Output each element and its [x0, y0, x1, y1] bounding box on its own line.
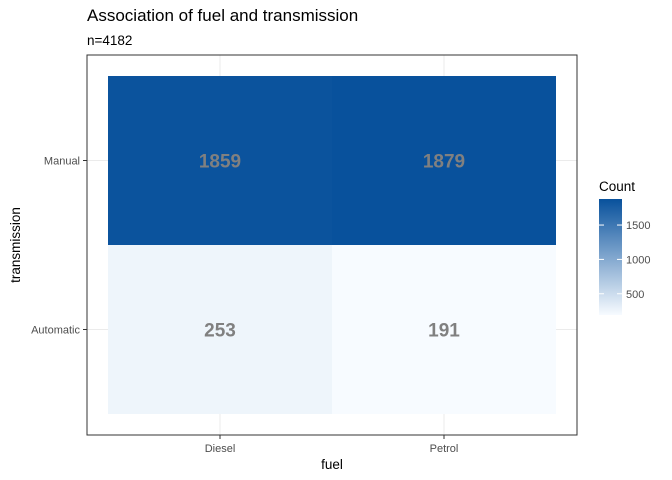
legend-title: Count	[599, 179, 635, 194]
x-axis-title: fuel	[321, 457, 343, 472]
y-tick-label: Manual	[44, 156, 80, 168]
cell-value-label: 1879	[423, 152, 465, 173]
legend-colorbar	[599, 199, 622, 315]
heatmap-cell	[108, 76, 332, 245]
chart-title: Association of fuel and transmission	[87, 6, 359, 25]
cell-value-label: 253	[204, 321, 236, 342]
y-axis: Manual Automatic	[31, 156, 87, 337]
panel-border	[86, 54, 578, 436]
heatmap-cell	[108, 245, 332, 414]
legend-ticks: 500 1000 1500	[599, 220, 650, 301]
heatmap-cells	[108, 76, 556, 414]
color-legend: Count 500 1000 1500	[599, 179, 650, 315]
y-tick-label: Automatic	[31, 325, 80, 337]
chart-subtitle: n=4182	[87, 33, 133, 48]
cell-labels: 1859 1879 253 191	[199, 152, 465, 342]
x-axis: Diesel Petrol	[205, 435, 459, 455]
cell-value-label: 191	[428, 321, 460, 342]
heatmap-cell	[332, 245, 556, 414]
legend-tick-label: 1000	[626, 254, 650, 266]
legend-tick-label: 500	[626, 289, 644, 301]
heatmap-cell	[332, 76, 556, 245]
x-tick-label: Petrol	[430, 443, 459, 455]
x-tick-label: Diesel	[205, 443, 236, 455]
legend-tick-label: 1500	[626, 220, 650, 232]
y-axis-title: transmission	[8, 207, 23, 283]
cell-value-label: 1859	[199, 152, 241, 173]
